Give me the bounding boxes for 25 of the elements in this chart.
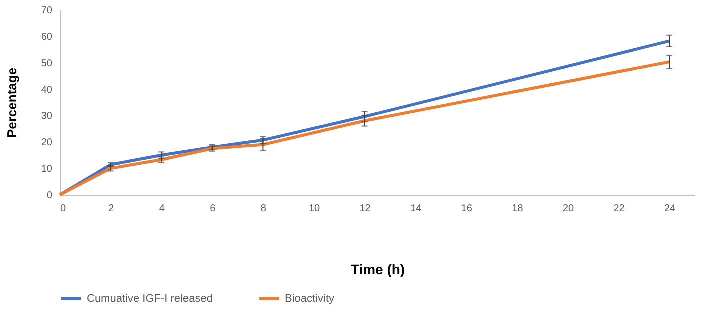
x-tick-label: 22 <box>614 204 626 214</box>
y-axis-title: Percentage <box>4 68 20 138</box>
legend-label: Bioactivity <box>285 292 336 305</box>
x-tick-label: 18 <box>512 204 524 214</box>
x-tick-label: 6 <box>210 204 216 214</box>
x-tick-label: 8 <box>260 204 267 214</box>
x-tick-label: 12 <box>360 204 372 214</box>
y-tick-label: 70 <box>41 6 53 16</box>
y-tick-label: 10 <box>41 164 53 176</box>
y-tick-label: 0 <box>46 190 53 202</box>
y-tick-label: 30 <box>41 111 53 122</box>
x-tick-label: 2 <box>108 204 115 214</box>
x-tick-label: 0 <box>60 204 66 214</box>
x-tick-label: 24 <box>664 204 676 214</box>
y-tick-label: 60 <box>41 32 53 43</box>
y-tick-label: 20 <box>41 138 53 149</box>
x-tick-label: 10 <box>308 204 320 214</box>
x-tick-label: 16 <box>461 204 473 214</box>
legend-label: Cumuative IGF-I released <box>87 292 213 305</box>
x-tick-label: 14 <box>410 204 422 214</box>
y-tick-label: 40 <box>41 84 53 96</box>
y-tick-label: 50 <box>41 58 53 70</box>
x-axis-title: Time (h) <box>350 262 406 278</box>
x-tick-label: 20 <box>562 204 574 214</box>
x-tick-label: 4 <box>159 204 166 214</box>
